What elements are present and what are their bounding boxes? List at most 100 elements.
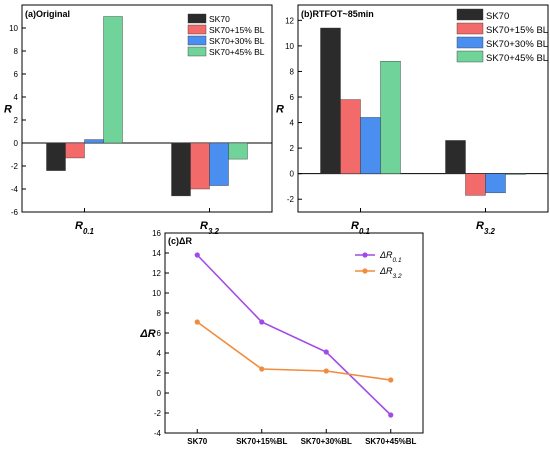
- legend-swatch: [456, 8, 484, 21]
- x-tick-label-sub: 3.2: [208, 227, 220, 236]
- y-tick-label: 0: [157, 389, 162, 398]
- y-tick-label: 0: [290, 170, 295, 179]
- legend-label: ΔR3.2: [379, 266, 402, 280]
- bar: [445, 140, 466, 174]
- bar: [46, 142, 66, 171]
- bar: [209, 142, 229, 186]
- panel-c: -4 -2 0 2 4 6 8 10 12 14 16 SK70 SK70+15%BL SK70+30%B…: [139, 229, 424, 446]
- y-tick-label: -4: [154, 429, 162, 438]
- legend-swatch: [187, 35, 207, 46]
- panel-title: (b)RTFOT~85min: [301, 9, 374, 19]
- data-point: [388, 377, 394, 383]
- bar: [228, 142, 248, 160]
- bar: [465, 173, 486, 196]
- y-tick-label: -6: [11, 208, 19, 217]
- bar: [65, 142, 85, 159]
- x-tick-label: SK70+15%BL: [236, 437, 287, 446]
- y-tick-label: 8: [290, 67, 295, 76]
- legend-label-main: ΔR: [379, 250, 393, 260]
- x-tick-label-main: R: [476, 220, 484, 232]
- plot-frame: [21, 4, 273, 213]
- y-tick-label: 8: [14, 47, 19, 56]
- legend-marker: [362, 268, 368, 274]
- y-tick-label: -2: [154, 409, 162, 418]
- y-tick-label: 10: [9, 24, 18, 33]
- x-tick-label-main: R: [351, 220, 359, 232]
- data-point: [259, 366, 265, 372]
- legend-label: SK70: [209, 14, 230, 24]
- y-tick-label: 10: [152, 289, 161, 298]
- y-tick-label: 0: [14, 139, 19, 148]
- legend-label-main: ΔR: [379, 266, 393, 276]
- data-point: [388, 412, 394, 418]
- data-point: [323, 368, 329, 374]
- x-tick-label-main: R: [200, 220, 208, 232]
- y-tick-label: 6: [290, 93, 295, 102]
- series-line: [196, 254, 392, 416]
- x-tick-label: R0.1: [351, 220, 370, 236]
- x-tick-label: R3.2: [200, 220, 220, 236]
- panel-title: (c)ΔR: [168, 236, 192, 246]
- legend-label: SK70+45% BL: [486, 53, 548, 64]
- bar: [340, 99, 361, 174]
- legend-label: SK70+15% BL: [209, 25, 265, 35]
- y-tick-label: 8: [157, 309, 162, 318]
- x-tick-label: SK70+30%BL: [301, 437, 352, 446]
- data-point: [259, 319, 265, 325]
- bar: [103, 16, 123, 144]
- legend-swatch: [456, 36, 484, 49]
- y-tick-label: 2: [157, 369, 162, 378]
- legend-swatch: [187, 13, 207, 24]
- y-tick-label: 4: [14, 93, 19, 102]
- y-tick-label: 10: [285, 42, 294, 51]
- legend-swatch: [187, 24, 207, 35]
- y-tick-label: 12: [152, 269, 161, 278]
- series-line: [196, 321, 391, 381]
- legend-swatch: [187, 46, 207, 57]
- x-tick-label: R3.2: [476, 220, 496, 236]
- legend-marker: [362, 252, 368, 258]
- x-tick-label: SK70: [187, 437, 208, 446]
- legend-label: SK70+15% BL: [486, 25, 548, 36]
- x-tick-label: SK70+45%BL: [365, 437, 416, 446]
- y-tick-label: 6: [14, 70, 19, 79]
- legend-label-sub: 0.1: [393, 257, 402, 264]
- x-tick-label-sub: 3.2: [484, 227, 496, 236]
- legend-swatch: [456, 22, 484, 35]
- y-tick-label: 12: [285, 16, 294, 25]
- x-tick-label-sub: 0.1: [359, 227, 370, 236]
- plot-frame: [297, 4, 549, 213]
- y-tick-label: -2: [11, 162, 19, 171]
- bar: [171, 142, 191, 197]
- bar: [360, 117, 381, 174]
- x-tick-label-sub: 0.1: [83, 227, 94, 236]
- legend-label: SK70: [486, 11, 509, 22]
- bar: [84, 139, 104, 144]
- data-point: [323, 349, 329, 355]
- panel-title: (a)Original: [25, 9, 70, 19]
- y-tick-label: 16: [152, 229, 161, 238]
- y-tick-label: 2: [290, 144, 295, 153]
- x-tick-label: R0.1: [75, 220, 94, 236]
- data-point: [194, 252, 200, 258]
- y-tick-label: 2: [14, 116, 19, 125]
- y-tick-label: 14: [152, 249, 161, 258]
- y-tick-label: 4: [290, 119, 295, 128]
- legend-label-sub: 3.2: [393, 273, 402, 280]
- y-tick-label: 6: [157, 329, 162, 338]
- y-axis-label: ΔR: [139, 328, 155, 340]
- x-tick-label-main: R: [75, 220, 83, 232]
- y-tick-label: 4: [157, 349, 162, 358]
- bar: [505, 173, 526, 175]
- bar: [485, 173, 506, 194]
- legend-label: SK70+30% BL: [486, 39, 548, 50]
- legend-label: SK70+30% BL: [209, 36, 265, 46]
- y-tick-label: -4: [11, 185, 19, 194]
- y-axis-label: R: [4, 104, 12, 116]
- plot-frame: [164, 232, 424, 434]
- legend-label: SK70+45% BL: [209, 47, 265, 57]
- bar: [190, 142, 210, 190]
